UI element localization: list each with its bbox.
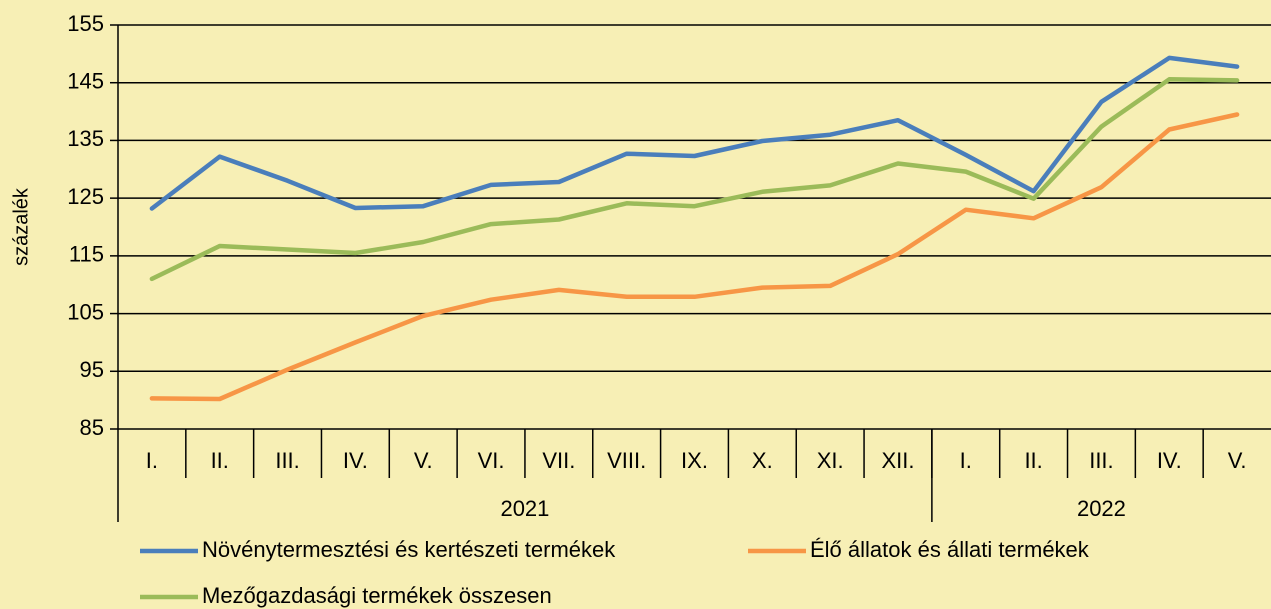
- x-tick-label: IV.: [343, 448, 368, 473]
- group-label: 2022: [1077, 496, 1126, 521]
- series-line: [149, 77, 1240, 282]
- x-tick-label: V.: [414, 448, 433, 473]
- x-tick-label: XI.: [817, 448, 844, 473]
- series-line: [149, 112, 1240, 402]
- y-tick-label: 125: [67, 184, 104, 209]
- x-tick-label: II.: [211, 448, 229, 473]
- x-tick-label: V.: [1228, 448, 1247, 473]
- legend-label: Növénytermesztési és kertészeti termékek: [202, 537, 616, 562]
- legend-label: Mezőgazdasági termékek összesen: [202, 583, 552, 608]
- x-tick-label: VI.: [478, 448, 505, 473]
- y-tick-label: 155: [67, 11, 104, 36]
- series-line: [149, 55, 1240, 211]
- x-tick-label: II.: [1024, 448, 1042, 473]
- x-tick-label: I.: [146, 448, 158, 473]
- y-tick-label: 115: [69, 242, 104, 267]
- group-label: 2021: [500, 496, 549, 521]
- y-tick-label: 85: [80, 415, 104, 440]
- y-tick-label: 145: [67, 69, 104, 94]
- x-tick-label: IX.: [681, 448, 708, 473]
- x-tick-label: VIII.: [607, 448, 646, 473]
- x-tick-label: VII.: [542, 448, 575, 473]
- legend-label: Élő állatok és állati termékek: [810, 537, 1090, 562]
- y-tick-label: 105: [67, 299, 104, 324]
- x-tick-label: XII.: [881, 448, 914, 473]
- y-axis-label: százalék: [10, 187, 32, 266]
- x-tick-label: III.: [275, 448, 299, 473]
- x-tick-label: X.: [752, 448, 773, 473]
- y-tick-label: 95: [80, 357, 104, 382]
- x-tick-label: I.: [960, 448, 972, 473]
- x-tick-label: III.: [1089, 448, 1113, 473]
- y-tick-label: 135: [67, 126, 104, 151]
- x-tick-label: IV.: [1157, 448, 1182, 473]
